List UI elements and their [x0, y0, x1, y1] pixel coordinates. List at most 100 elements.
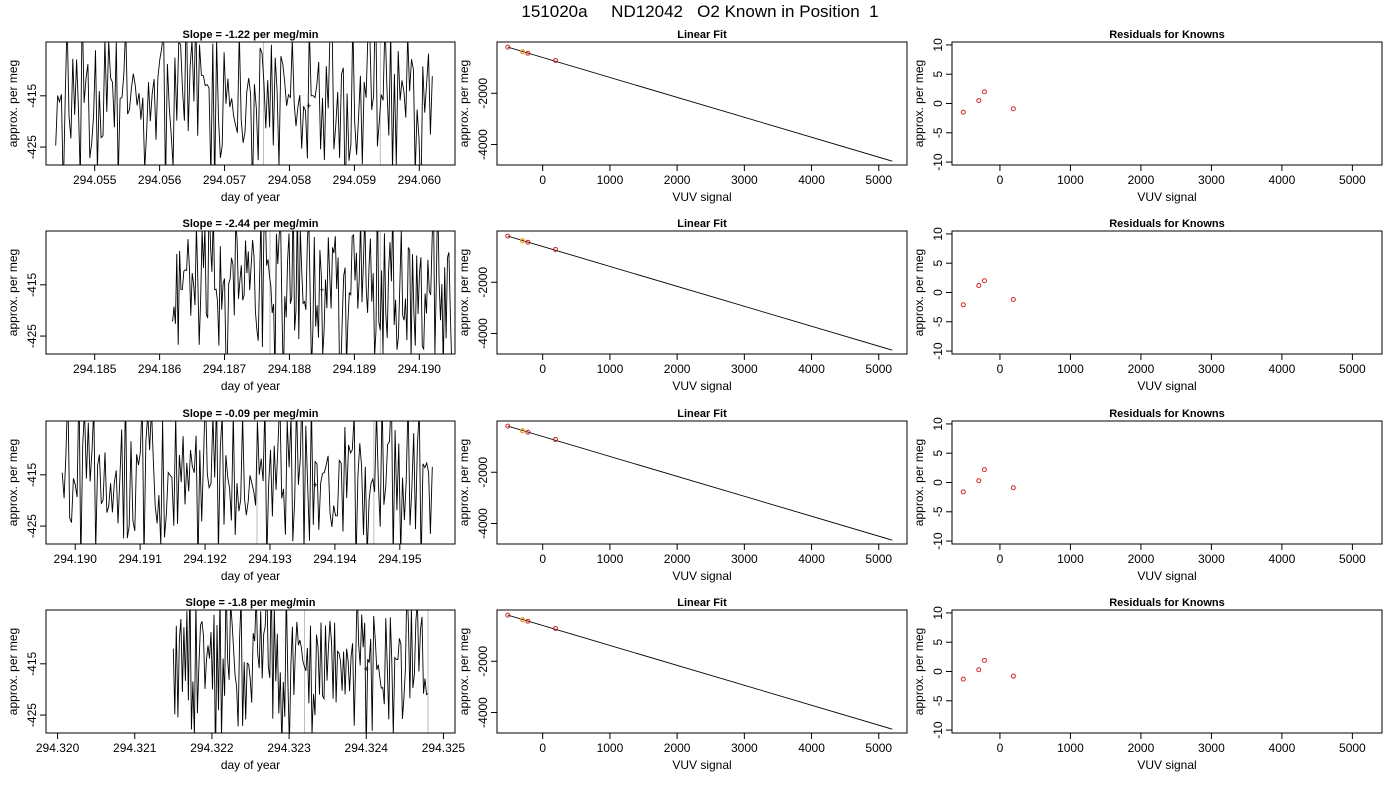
- panel-title: Residuals for Knowns: [1109, 597, 1225, 609]
- x-tick-label: 2000: [664, 552, 691, 566]
- known-point: [552, 625, 558, 631]
- y-tick-label: -10: [931, 721, 945, 739]
- y-tick-label: -2000: [476, 267, 490, 298]
- y-axis-label: approx. per meg: [912, 439, 926, 526]
- panel-title: Linear Fit: [677, 408, 727, 420]
- x-tick-label: 294.190: [54, 552, 98, 566]
- x-tick-label: 5000: [865, 362, 892, 376]
- panel-title: Residuals for Knowns: [1109, 29, 1225, 41]
- x-tick-label: 1000: [597, 173, 624, 187]
- x-tick-label: 5000: [865, 552, 892, 566]
- plot-frame: [45, 230, 456, 355]
- y-tick-label: -5: [931, 506, 945, 517]
- known-point: [505, 233, 511, 239]
- x-axis-label: VUV signal: [1137, 569, 1196, 583]
- x-axis-label: VUV signal: [1137, 379, 1196, 393]
- x-tick-label: 4000: [1269, 552, 1296, 566]
- x-axis-label: VUV signal: [1137, 190, 1196, 204]
- panel-row3-linear-fit: Linear Fit VUV signal approx. per meg 0 1000…: [457, 408, 908, 583]
- x-axis-label: VUV signal: [672, 758, 731, 772]
- x-tick-label: 5000: [1339, 362, 1366, 376]
- x-tick-label: 5000: [1339, 552, 1366, 566]
- x-tick-label: 294.187: [203, 362, 247, 376]
- x-tick-label: 294.186: [138, 362, 182, 376]
- x-tick-label: 0: [539, 552, 546, 566]
- y-tick-label: -415: [25, 272, 39, 296]
- panel-row2-residuals: Residuals for Knowns VUV signal approx. pe…: [912, 218, 1383, 393]
- residual-point: [976, 98, 982, 104]
- x-axis-label: VUV signal: [1137, 758, 1196, 772]
- mean-marker: +: [364, 664, 369, 674]
- panel-row4-linear-fit: Linear Fit VUV signal approx. per meg 0 1000…: [457, 597, 908, 772]
- x-tick-label: 294.188: [268, 362, 312, 376]
- x-tick-label: 2000: [1128, 362, 1155, 376]
- x-tick-label: 3000: [1198, 741, 1225, 755]
- y-tick-label: 10: [931, 38, 945, 52]
- x-tick-label: 5000: [1339, 741, 1366, 755]
- x-tick-label: 4000: [798, 741, 825, 755]
- y-tick-label: 0: [931, 668, 945, 675]
- x-tick-label: 294.191: [118, 552, 162, 566]
- x-axis-label: day of year: [221, 379, 280, 393]
- page-title: 151020a ND12042 O2 Known in Position 1: [521, 2, 879, 21]
- x-tick-label: 4000: [798, 362, 825, 376]
- sample-point: [520, 49, 526, 55]
- y-tick-label: 0: [931, 479, 945, 486]
- panel-title: Residuals for Knowns: [1109, 408, 1225, 420]
- x-tick-label: 1000: [597, 741, 624, 755]
- known-point: [505, 44, 511, 50]
- sample-point: [520, 238, 526, 244]
- known-point: [525, 50, 531, 56]
- y-axis-label: approx. per meg: [6, 628, 20, 715]
- plot-frame: [496, 230, 908, 355]
- plot-frame: [951, 420, 1383, 545]
- x-tick-label: 0: [997, 741, 1004, 755]
- y-axis-label: approx. per meg: [912, 60, 926, 147]
- y-tick-label: -415: [25, 462, 39, 486]
- y-tick-label: -2000: [476, 457, 490, 488]
- x-tick-label: 3000: [731, 362, 758, 376]
- x-tick-label: 3000: [731, 552, 758, 566]
- y-tick-label: 10: [931, 417, 945, 431]
- y-tick-label: -4000: [476, 508, 490, 539]
- x-tick-label: 2000: [1128, 552, 1155, 566]
- x-tick-label: 1000: [1057, 741, 1084, 755]
- panel-row1-linear-fit: Linear Fit VUV signal approx. per meg 0 1000…: [457, 29, 908, 204]
- fit-line: [507, 614, 893, 730]
- y-tick-label: 10: [931, 606, 945, 620]
- x-tick-label: 2000: [664, 741, 691, 755]
- x-tick-label: 2000: [664, 362, 691, 376]
- x-tick-label: 5000: [865, 173, 892, 187]
- y-tick-label: 10: [931, 227, 945, 241]
- x-tick-label: 2000: [1128, 741, 1155, 755]
- fit-line: [507, 235, 893, 351]
- y-tick-label: -2000: [476, 646, 490, 677]
- y-axis-label: approx. per meg: [457, 628, 471, 715]
- x-tick-label: 1000: [597, 552, 624, 566]
- y-axis-label: approx. per meg: [457, 439, 471, 526]
- y-tick-label: 5: [931, 71, 945, 78]
- plot-frame: [45, 609, 456, 734]
- x-axis-label: day of year: [221, 758, 280, 772]
- mean-marker: +: [306, 101, 311, 111]
- x-tick-label: 294.323: [267, 741, 311, 755]
- plot-frame: [951, 609, 1383, 734]
- residual-point: [960, 302, 966, 308]
- y-axis-label: approx. per meg: [912, 249, 926, 336]
- panel-title: Residuals for Knowns: [1109, 218, 1225, 230]
- x-tick-label: 0: [997, 362, 1004, 376]
- panel-row1-residuals: Residuals for Knowns VUV signal approx. pe…: [912, 29, 1383, 204]
- residual-point: [981, 278, 987, 284]
- y-axis-label: approx. per meg: [457, 60, 471, 147]
- x-tick-label: 294.185: [73, 362, 117, 376]
- y-tick-label: 5: [931, 450, 945, 457]
- plot-frame: [45, 420, 456, 545]
- residual-point: [1010, 673, 1016, 679]
- x-tick-label: 4000: [1269, 173, 1296, 187]
- y-tick-label: -4000: [476, 318, 490, 349]
- x-tick-label: 294.190: [398, 362, 442, 376]
- x-tick-label: 2000: [664, 173, 691, 187]
- x-tick-label: 4000: [798, 173, 825, 187]
- x-tick-label: 0: [539, 362, 546, 376]
- known-point: [552, 436, 558, 442]
